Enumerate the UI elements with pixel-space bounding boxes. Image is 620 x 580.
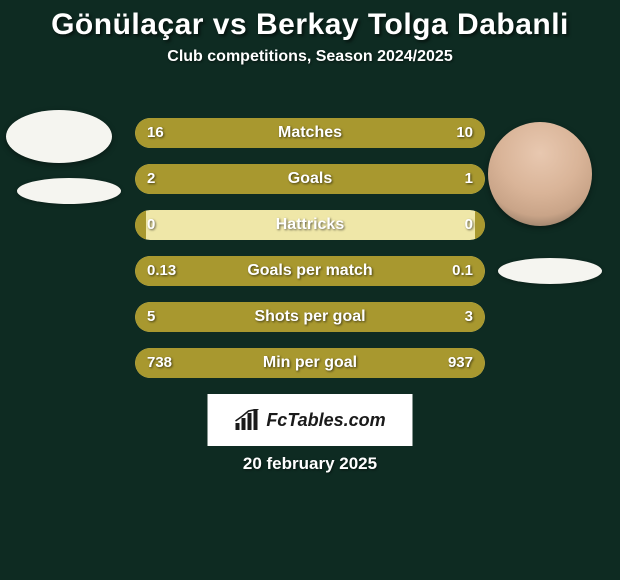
stat-row: Goals2 1 xyxy=(135,164,485,194)
stat-label: Goals xyxy=(135,164,485,194)
stat-value-right: 0.1 xyxy=(452,256,473,286)
stat-value-right: 10 xyxy=(456,118,473,148)
stat-value-left: 0 xyxy=(147,210,155,240)
stat-value-left: 5 xyxy=(147,302,155,332)
stat-value-left: 2 xyxy=(147,164,155,194)
stat-value-left: 16 xyxy=(147,118,164,148)
content-root: Gönülaçar vs Berkay Tolga Dabanli Club c… xyxy=(0,0,620,580)
stat-row: Min per goal738 937 xyxy=(135,348,485,378)
stat-row: Goals per match0.13 0.1 xyxy=(135,256,485,286)
page-title: Gönülaçar vs Berkay Tolga Dabanli xyxy=(0,0,620,42)
comparison-chart: Matches16 10 Goals2 1 Hattricks0 0 Goals per m… xyxy=(0,118,620,394)
stat-label: Min per goal xyxy=(135,348,485,378)
brand-box: FcTables.com xyxy=(208,394,413,446)
stat-value-right: 3 xyxy=(465,302,473,332)
stat-value-left: 738 xyxy=(147,348,172,378)
subtitle: Club competitions, Season 2024/2025 xyxy=(0,48,620,66)
stat-label: Hattricks xyxy=(135,210,485,240)
stat-value-left: 0.13 xyxy=(147,256,176,286)
stat-value-right: 0 xyxy=(465,210,473,240)
stat-value-right: 937 xyxy=(448,348,473,378)
stat-row: Hattricks0 0 xyxy=(135,210,485,240)
stat-row: Shots per goal5 3 xyxy=(135,302,485,332)
date-text: 20 february 2025 xyxy=(0,454,620,474)
stat-label: Goals per match xyxy=(135,256,485,286)
stat-row: Matches16 10 xyxy=(135,118,485,148)
brand-text: FcTables.com xyxy=(266,410,385,431)
brand-bars-icon xyxy=(234,409,260,431)
stat-label: Matches xyxy=(135,118,485,148)
stat-value-right: 1 xyxy=(465,164,473,194)
stat-label: Shots per goal xyxy=(135,302,485,332)
